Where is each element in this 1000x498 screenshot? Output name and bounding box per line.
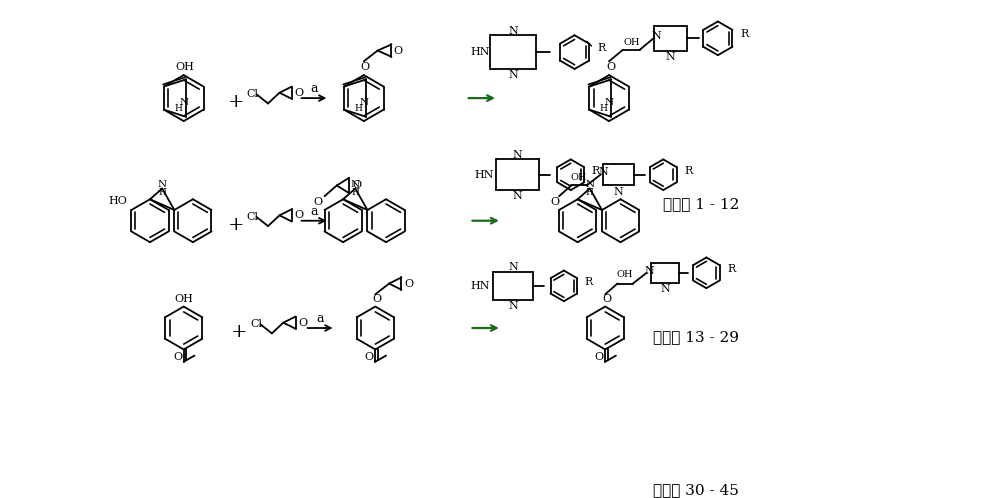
Text: N: N [508,70,518,80]
Text: N: N [180,98,189,107]
Text: R: R [598,43,606,53]
Text: OH: OH [571,172,587,182]
Text: +: + [231,323,247,341]
Text: H: H [351,188,359,197]
Text: O: O [314,197,323,207]
Text: N: N [665,52,675,62]
Text: N: N [512,150,522,160]
Text: HN: HN [471,47,490,57]
Text: H: H [599,104,607,113]
Text: O: O [294,88,303,98]
Text: O: O [602,294,611,304]
Text: Cl: Cl [247,212,259,222]
Text: 化合物 13 - 29: 化合物 13 - 29 [653,330,739,344]
Text: H: H [354,104,362,113]
Text: HN: HN [475,170,494,180]
Text: N: N [360,98,369,107]
Text: HN: HN [471,281,490,291]
Text: Cl: Cl [247,89,259,99]
Text: O: O [404,278,414,288]
Text: R: R [585,277,593,287]
Text: a: a [316,312,324,325]
Text: H: H [586,188,594,197]
Text: 化合物 1 - 12: 化合物 1 - 12 [663,198,739,212]
Text: R: R [727,264,735,274]
Text: 化合物 30 - 45: 化合物 30 - 45 [653,484,739,498]
Text: R: R [591,166,600,176]
Text: O: O [365,352,374,362]
Text: O: O [372,294,381,304]
Text: N: N [645,265,655,275]
Text: O: O [298,318,307,328]
Text: N: N [351,180,360,189]
Text: a: a [310,205,318,218]
Text: N: N [585,180,594,189]
Text: OH: OH [174,294,193,304]
Text: O: O [361,62,370,72]
Text: N: N [158,180,167,189]
Text: +: + [228,216,244,234]
Text: N: N [508,26,518,36]
Text: N: N [605,98,614,107]
Text: H: H [174,104,182,113]
Text: OH: OH [623,38,640,47]
Text: a: a [310,82,318,96]
Text: O: O [352,180,361,190]
Text: O: O [606,62,615,72]
Text: N: N [614,187,624,197]
Text: N: N [512,191,522,201]
Text: O: O [173,352,182,362]
Text: +: + [228,93,244,111]
Text: H: H [158,188,166,197]
Text: O: O [294,210,303,220]
Text: R: R [684,166,692,176]
Text: R: R [740,29,748,39]
Text: OH: OH [617,270,633,279]
Text: N: N [599,167,608,177]
Text: O: O [551,197,560,207]
Text: N: N [652,31,661,41]
Text: N: N [508,262,518,272]
Text: N: N [660,284,670,294]
Text: N: N [508,301,518,311]
Text: OH: OH [176,62,195,72]
Text: Cl: Cl [250,319,262,329]
Text: O: O [394,46,403,56]
Text: O: O [595,352,604,362]
Text: HO: HO [109,196,128,206]
